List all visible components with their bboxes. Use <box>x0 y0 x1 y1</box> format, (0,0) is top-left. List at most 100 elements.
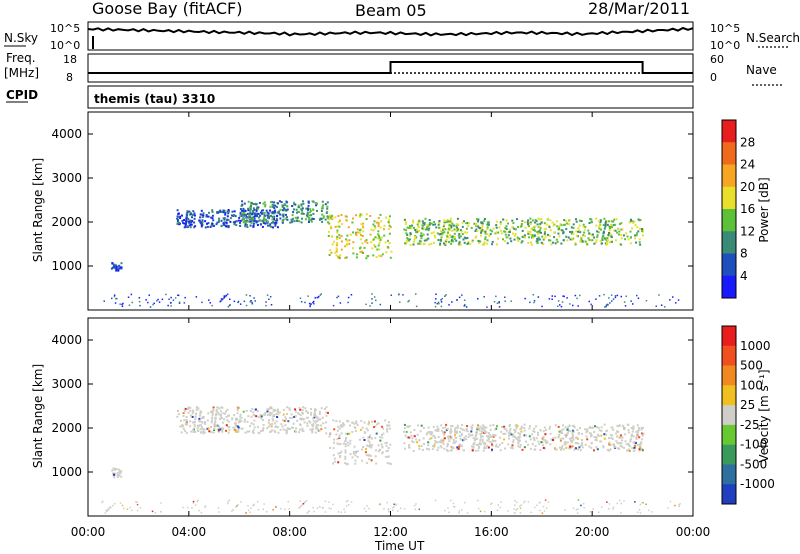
velocity-data-point <box>618 436 621 439</box>
power-data-point <box>527 219 530 222</box>
power-data-point <box>239 221 241 224</box>
power-data-point <box>415 293 417 295</box>
velocity-data-point <box>494 434 497 437</box>
power-data-point <box>210 224 213 227</box>
velocity-data-point <box>481 428 484 431</box>
velocity-data-point <box>252 423 255 426</box>
velocity-data-point <box>433 444 436 447</box>
velocity-data-point <box>634 501 636 503</box>
velocity-data-point <box>193 425 196 428</box>
power-data-point <box>185 220 188 223</box>
power-data-point <box>292 201 295 204</box>
power-data-point <box>379 226 382 229</box>
power-data-point <box>571 237 574 240</box>
velocity-data-point <box>397 510 399 512</box>
velocity-data-point <box>233 414 236 417</box>
velocity-data-point <box>322 422 325 425</box>
velocity-data-point <box>436 441 439 444</box>
velocity-data-point <box>598 429 601 432</box>
velocity-data-point <box>317 424 320 427</box>
power-data-point <box>505 225 508 228</box>
velocity-data-point <box>314 431 317 434</box>
velocity-data-point <box>299 408 302 411</box>
velocity-data-point <box>394 504 397 506</box>
power-data-point <box>249 295 251 297</box>
power-data-point <box>174 297 177 299</box>
velocity-data-point <box>383 508 385 510</box>
velocity-data-point <box>578 446 581 449</box>
power-data-point <box>313 300 315 303</box>
velocity-data-point <box>442 439 445 442</box>
power-data-point <box>620 237 623 240</box>
power-data-point <box>282 213 285 216</box>
power-data-point <box>595 217 598 220</box>
power-data-point <box>247 212 250 215</box>
power-data-point <box>623 301 626 303</box>
power-data-point <box>639 243 642 246</box>
velocity-data-point <box>533 427 536 430</box>
power-data-point <box>388 218 390 221</box>
power-data-point <box>261 209 263 212</box>
power-data-point <box>580 238 583 241</box>
velocity-colorbar-tick: 100 <box>740 378 763 392</box>
power-data-point <box>438 302 440 305</box>
velocity-data-point <box>596 433 599 436</box>
power-data-point <box>524 226 527 229</box>
velocity-data-point <box>479 438 482 441</box>
velocity-data-point <box>577 442 580 445</box>
velocity-data-point <box>340 424 343 427</box>
velocity-colorbar-segment <box>722 385 736 406</box>
velocity-data-point <box>206 419 209 422</box>
velocity-data-point <box>590 446 593 449</box>
velocity-data-point <box>333 428 336 431</box>
velocity-data-point <box>621 424 624 427</box>
power-data-point <box>307 201 310 204</box>
velocity-data-point <box>221 429 223 432</box>
power-data-point <box>415 305 418 308</box>
velocity-data-point <box>382 427 385 430</box>
power-data-point <box>610 224 612 226</box>
velocity-data-point <box>571 429 574 432</box>
power-data-point <box>608 297 610 299</box>
velocity-data-point <box>356 455 359 458</box>
velocity-data-point <box>465 429 468 432</box>
velocity-data-point <box>436 449 439 452</box>
power-data-point <box>273 201 276 204</box>
velocity-data-point <box>567 425 570 428</box>
velocity-data-point <box>304 407 307 410</box>
velocity-data-point <box>485 426 488 429</box>
power-data-point <box>120 267 123 270</box>
power-data-point <box>452 224 455 227</box>
power-data-point <box>250 205 252 207</box>
power-data-point <box>584 240 587 243</box>
power-data-point <box>565 220 568 223</box>
velocity-data-point <box>200 426 203 429</box>
velocity-data-point <box>492 436 495 438</box>
power-data-point <box>604 238 607 241</box>
power-data-point <box>208 299 210 301</box>
power-data-point <box>590 303 592 306</box>
velocity-data-point <box>481 430 484 433</box>
power-data-point <box>423 242 426 245</box>
velocity-data-point <box>364 431 367 434</box>
velocity-data-point <box>642 432 645 435</box>
power-data-point <box>299 297 302 299</box>
power-data-point <box>625 232 628 235</box>
power-data-point <box>103 300 105 302</box>
velocity-data-point <box>270 429 273 432</box>
power-data-point <box>435 293 437 295</box>
power-data-point <box>407 300 409 303</box>
power-data-point <box>574 294 577 297</box>
velocity-data-point <box>117 468 120 471</box>
velocity-data-point <box>471 449 474 452</box>
velocity-data-point <box>337 461 340 464</box>
power-data-point <box>531 235 534 237</box>
velocity-data-point <box>204 506 206 508</box>
power-data-point <box>170 305 172 307</box>
velocity-data-point <box>493 440 496 442</box>
velocity-data-point <box>530 447 532 450</box>
power-data-point <box>493 301 496 303</box>
power-data-point <box>206 222 208 225</box>
velocity-data-point <box>617 442 620 445</box>
